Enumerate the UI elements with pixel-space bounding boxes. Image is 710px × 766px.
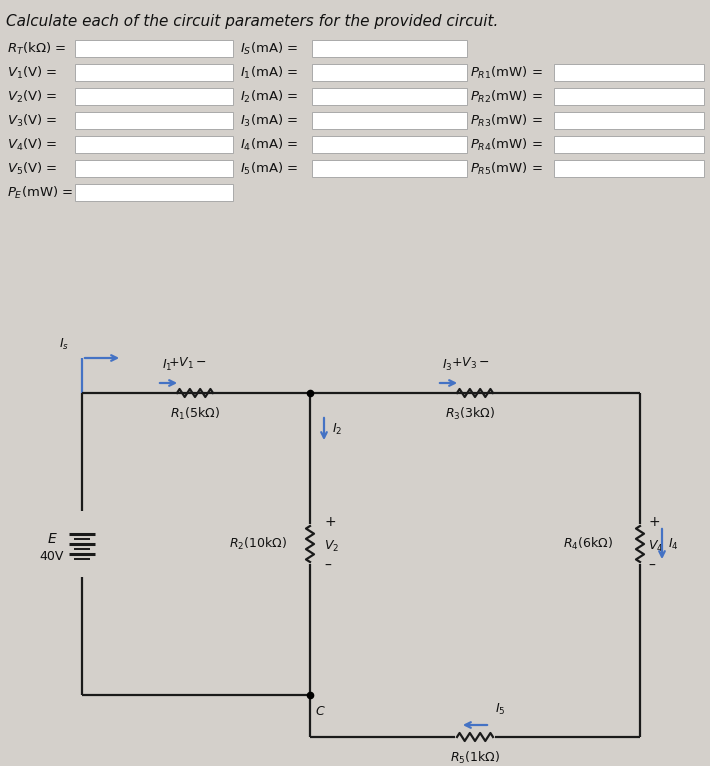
Text: $R_T$(k$\Omega$) =: $R_T$(k$\Omega$) = [7,41,66,57]
Bar [75,112,233,129]
Text: $I_1$(mA) =: $I_1$(mA) = [240,64,298,80]
Text: $R_2$(10k$\Omega$): $R_2$(10k$\Omega$) [229,536,287,552]
Text: $I_2$(mA) =: $I_2$(mA) = [240,88,298,104]
Text: $P_{R4}$(mW) =: $P_{R4}$(mW) = [470,136,543,152]
Text: $- V_5 +$: $- V_5 +$ [456,765,494,766]
Bar [75,40,233,57]
Bar [312,160,467,177]
Text: $I_s$: $I_s$ [59,337,69,352]
Bar [554,136,704,153]
Text: $P_E$(mW) =: $P_E$(mW) = [7,185,73,201]
Text: $P_{R2}$(mW) =: $P_{R2}$(mW) = [470,88,543,104]
Bar [554,88,704,105]
Bar [75,64,233,81]
Bar [312,40,467,57]
Text: $E$: $E$ [47,532,58,546]
Text: Calculate each of the circuit parameters for the provided circuit.: Calculate each of the circuit parameters… [6,14,498,29]
Bar [75,136,233,153]
Text: $I_5$(mA) =: $I_5$(mA) = [240,160,298,176]
Text: –: – [648,559,655,573]
Bar [75,184,233,201]
Bar [312,136,467,153]
Text: $R_1$(5k$\Omega$): $R_1$(5k$\Omega$) [170,406,220,422]
Text: $V_4$: $V_4$ [648,538,664,554]
Text: $P_{R3}$(mW) =: $P_{R3}$(mW) = [470,113,543,129]
Text: $V_2$(V) =: $V_2$(V) = [7,88,58,104]
Text: $I_5$: $I_5$ [495,702,506,717]
Text: $V_4$(V) =: $V_4$(V) = [7,136,58,152]
Text: $V_1$(V) =: $V_1$(V) = [7,64,58,80]
Bar [554,64,704,81]
Text: +: + [324,515,336,529]
Text: $I_4$: $I_4$ [668,536,679,552]
Bar [75,88,233,105]
Bar [312,88,467,105]
Text: $V_2$: $V_2$ [324,538,339,554]
Bar [554,160,704,177]
Text: +: + [648,515,660,529]
Text: $I_4$(mA) =: $I_4$(mA) = [240,136,298,152]
Text: –: – [324,559,331,573]
Text: $V_3$(V) =: $V_3$(V) = [7,113,58,129]
Text: $I_S$(mA) =: $I_S$(mA) = [240,41,298,57]
Text: $R_4$(6k$\Omega$): $R_4$(6k$\Omega$) [563,536,613,552]
Text: $I_3$(mA) =: $I_3$(mA) = [240,113,298,129]
Text: $R_3$(3k$\Omega$): $R_3$(3k$\Omega$) [445,406,495,422]
Text: $P_{R1}$(mW) =: $P_{R1}$(mW) = [470,64,543,80]
Text: $P_{R5}$(mW) =: $P_{R5}$(mW) = [470,160,543,176]
Bar [554,112,704,129]
Text: C: C [315,705,324,718]
Bar [312,112,467,129]
Text: $+ V_3 -$: $+ V_3 -$ [451,356,489,371]
Bar [75,160,233,177]
Text: $I_1$: $I_1$ [162,358,173,373]
Text: $I_3$: $I_3$ [442,358,452,373]
Text: $+ V_1 -$: $+ V_1 -$ [168,356,206,371]
Text: 40V: 40V [40,549,64,562]
Text: $V_5$(V) =: $V_5$(V) = [7,160,58,176]
Text: $I_2$: $I_2$ [332,421,342,437]
Text: $R_5$(1k$\Omega$): $R_5$(1k$\Omega$) [450,750,500,766]
Bar [312,64,467,81]
